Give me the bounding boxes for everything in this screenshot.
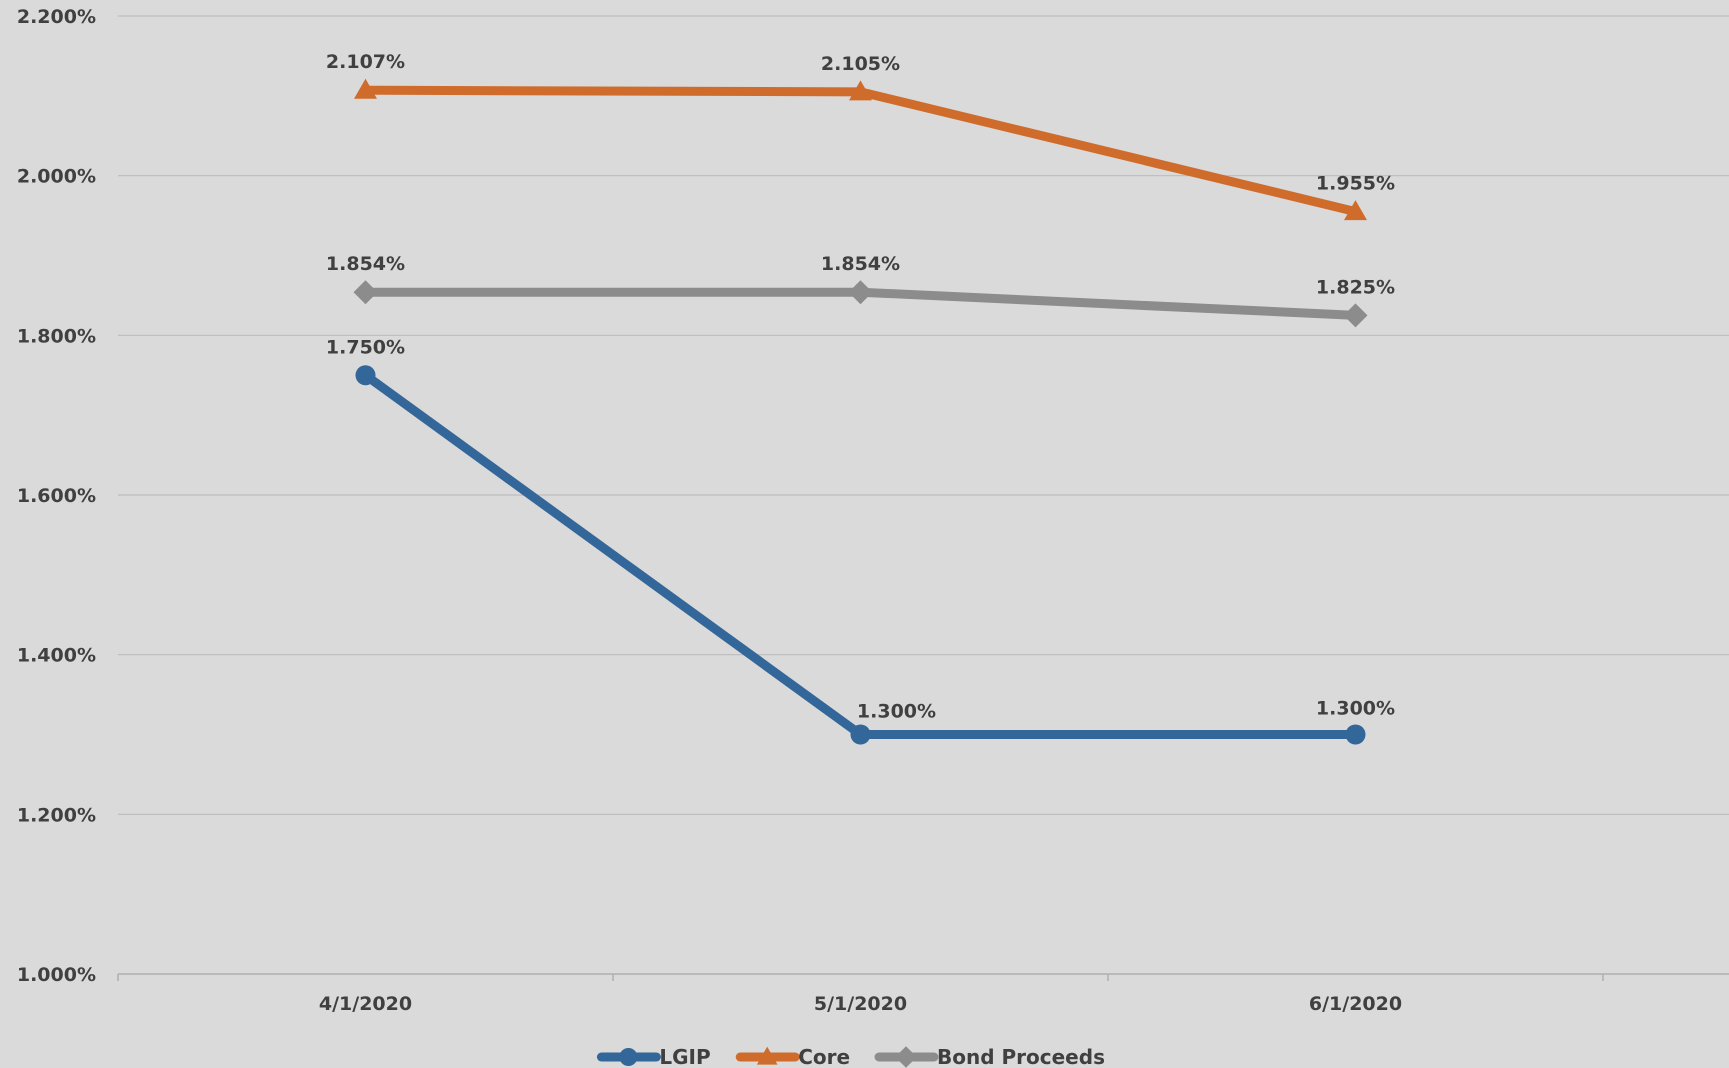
axes: 1.000% 1.200% 1.400% 1.600% 1.800% 2.000% 2.20… [17, 6, 1729, 1015]
legend-label-core: Core [798, 1045, 850, 1068]
data-label-core: 2.107% [326, 51, 405, 73]
legend-marker-bond-proceeds [895, 1046, 917, 1068]
data-point-bond-proceeds [353, 280, 378, 305]
data-point-lgip [1345, 724, 1366, 745]
data-label-bond-proceeds: 1.825% [1316, 276, 1395, 298]
data-label-core: 1.955% [1316, 173, 1395, 195]
data-point-core [1344, 200, 1367, 221]
y-tick-label: 1.200% [17, 804, 96, 826]
data-label-lgip: 1.300% [857, 701, 936, 723]
data-label-lgip: 1.300% [1316, 698, 1395, 720]
data-label-bond-proceeds: 1.854% [821, 253, 900, 275]
series-line-core [361, 85, 1360, 217]
data-label-core: 2.105% [821, 53, 900, 75]
data-label-lgip: 1.750% [326, 336, 405, 358]
data-point-bond-proceeds [848, 280, 873, 305]
data-point-lgip [355, 365, 376, 386]
data-point-core [354, 78, 377, 99]
x-tick-label: 5/1/2020 [814, 993, 907, 1015]
y-tick-label: 1.000% [17, 964, 96, 986]
y-tick-label: 2.200% [17, 6, 96, 28]
data-point-bond-proceeds [1343, 303, 1368, 328]
y-tick-label: 2.000% [17, 166, 96, 188]
data-label-bond-proceeds: 1.854% [326, 253, 405, 275]
data-point-lgip [850, 724, 871, 745]
x-tick-label: 4/1/2020 [319, 993, 412, 1015]
legend-marker-core [756, 1046, 778, 1065]
legend-label-lgip: LGIP [659, 1045, 710, 1068]
series-lines [353, 78, 1368, 745]
x-tick-label: 6/1/2020 [1309, 993, 1402, 1015]
y-tick-label: 1.600% [17, 485, 96, 507]
y-tick-label: 1.400% [17, 645, 96, 667]
legend-label-bond-proceeds: Bond Proceeds [937, 1045, 1105, 1068]
legend: LGIP Core Bond Proceeds [596, 1045, 1105, 1068]
legend-marker-lgip [619, 1048, 638, 1066]
gridlines [118, 15, 1729, 815]
data-point-core [849, 80, 872, 101]
data-labels: 1.750% 1.300% 1.300% 2.107% 2.105% 1.955% 1.85… [326, 51, 1395, 722]
y-tick-label: 1.800% [17, 325, 96, 347]
series-line-lgip [361, 370, 1360, 739]
